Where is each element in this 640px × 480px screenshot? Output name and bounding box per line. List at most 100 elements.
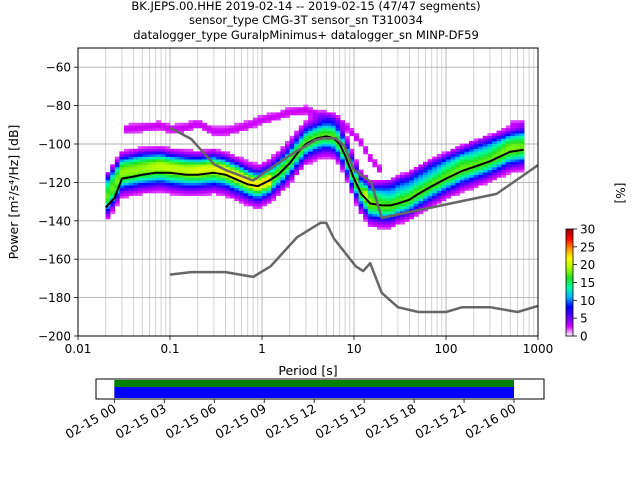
- heatmap-cell: [197, 151, 203, 155]
- heatmap-cell: [280, 112, 286, 116]
- heatmap-cell: [349, 182, 355, 186]
- heatmap-cell: [197, 177, 203, 181]
- heatmap-cell: [128, 156, 134, 160]
- heatmap-cell: [298, 167, 304, 170]
- heatmap-cell: [183, 185, 189, 189]
- heatmap-cell: [234, 174, 240, 178]
- heatmap-cell: [280, 151, 286, 155]
- heatmap-cell: [478, 182, 484, 186]
- heatmap-cell: [478, 151, 484, 155]
- heatmap-cell: [441, 195, 447, 199]
- heatmap-cell: [367, 156, 373, 160]
- heatmap-cell: [519, 122, 525, 126]
- heatmap-cell: [427, 167, 433, 170]
- heatmap-cell: [381, 195, 387, 199]
- heatmap-cell: [303, 112, 309, 116]
- heatmap-cell: [519, 164, 525, 168]
- heatmap-cell: [124, 159, 129, 163]
- heatmap-cell: [436, 172, 442, 176]
- heatmap-cell: [354, 200, 359, 204]
- heatmap-cell: [317, 151, 323, 155]
- heatmap-cell: [266, 193, 272, 196]
- heatmap-cell: [450, 193, 456, 196]
- heatmap-cell: [234, 167, 240, 170]
- heatmap-cell: [137, 128, 143, 131]
- heatmap-cell: [119, 156, 125, 160]
- heatmap-cell: [367, 211, 373, 215]
- heatmap-cell: [455, 156, 461, 160]
- heatmap-cell: [404, 213, 410, 217]
- heatmap-cell: [487, 172, 493, 176]
- heatmap-cell: [257, 115, 263, 118]
- heatmap-cell: [142, 169, 148, 173]
- heatmap-cell: [377, 185, 382, 189]
- heatmap-cell: [321, 133, 327, 137]
- heatmap-cell: [501, 151, 507, 155]
- heatmap-cell: [110, 169, 116, 173]
- heatmap-cell: [367, 203, 373, 207]
- heatmap-cell: [423, 193, 428, 196]
- heatmap-cell: [349, 174, 355, 178]
- heatmap-cell: [183, 190, 189, 194]
- heatmap-cell: [110, 187, 116, 191]
- heatmap-cell: [321, 156, 327, 160]
- heatmap-cell: [340, 133, 346, 137]
- heatmap-cell: [285, 177, 290, 181]
- heatmap-cell: [340, 128, 346, 131]
- heatmap-cell: [354, 133, 359, 137]
- heatmap-cell: [275, 159, 281, 163]
- heatmap-cell: [446, 174, 451, 178]
- timeline-tick-label: 02-15 21: [412, 401, 468, 442]
- heatmap-cell: [510, 130, 516, 134]
- heatmap-cell: [344, 164, 350, 168]
- heatmap-cell: [413, 167, 419, 170]
- heatmap-cell: [344, 169, 350, 173]
- heatmap-cell: [179, 125, 185, 129]
- heatmap-cell: [473, 174, 479, 178]
- heatmap-cell: [216, 193, 221, 196]
- heatmap-cell: [280, 164, 286, 168]
- heatmap-cell: [519, 128, 525, 131]
- heatmap-cell: [243, 180, 249, 183]
- heatmap-cell: [423, 185, 428, 189]
- heatmap-cell: [197, 190, 203, 194]
- heatmap-cell: [160, 125, 166, 129]
- heatmap-cell: [427, 159, 433, 163]
- heatmap-cell: [193, 120, 198, 124]
- heatmap-cell: [455, 177, 461, 181]
- heatmap-cell: [501, 138, 507, 142]
- heatmap-cell: [386, 198, 392, 202]
- heatmap-cell: [436, 182, 442, 186]
- heatmap-cell: [519, 135, 525, 139]
- heatmap-cell: [225, 151, 231, 155]
- heatmap-cell: [211, 148, 217, 152]
- heatmap-cell: [478, 141, 484, 144]
- heatmap-cell: [262, 164, 267, 168]
- heatmap-cell: [469, 185, 474, 189]
- heatmap-cell: [418, 182, 424, 186]
- heatmap-cell: [312, 154, 318, 157]
- heatmap-cell: [473, 154, 479, 157]
- heatmap-cell: [413, 195, 419, 199]
- heatmap-cell: [114, 169, 120, 173]
- heatmap-cell: [252, 167, 258, 170]
- heatmap-cell: [202, 169, 208, 173]
- heatmap-cell: [147, 174, 152, 178]
- heatmap-cell: [280, 187, 286, 191]
- heatmap-cell: [147, 169, 152, 173]
- heatmap-cell: [275, 169, 281, 173]
- heatmap-cell: [105, 216, 111, 220]
- mode-line: [104, 135, 524, 209]
- heatmap-cell: [505, 154, 511, 157]
- heatmap-cell: [298, 138, 304, 142]
- heatmap-cell: [275, 167, 281, 170]
- heatmap-cell: [114, 161, 120, 165]
- heatmap-cell: [358, 208, 364, 212]
- heatmap-cell: [510, 161, 516, 165]
- heatmap-cell: [390, 180, 396, 183]
- heatmap-cell: [381, 200, 387, 204]
- heatmap-cell: [105, 187, 111, 191]
- heatmap-cell: [381, 213, 387, 217]
- heatmap-cell: [344, 177, 350, 181]
- heatmap-cell: [229, 177, 235, 181]
